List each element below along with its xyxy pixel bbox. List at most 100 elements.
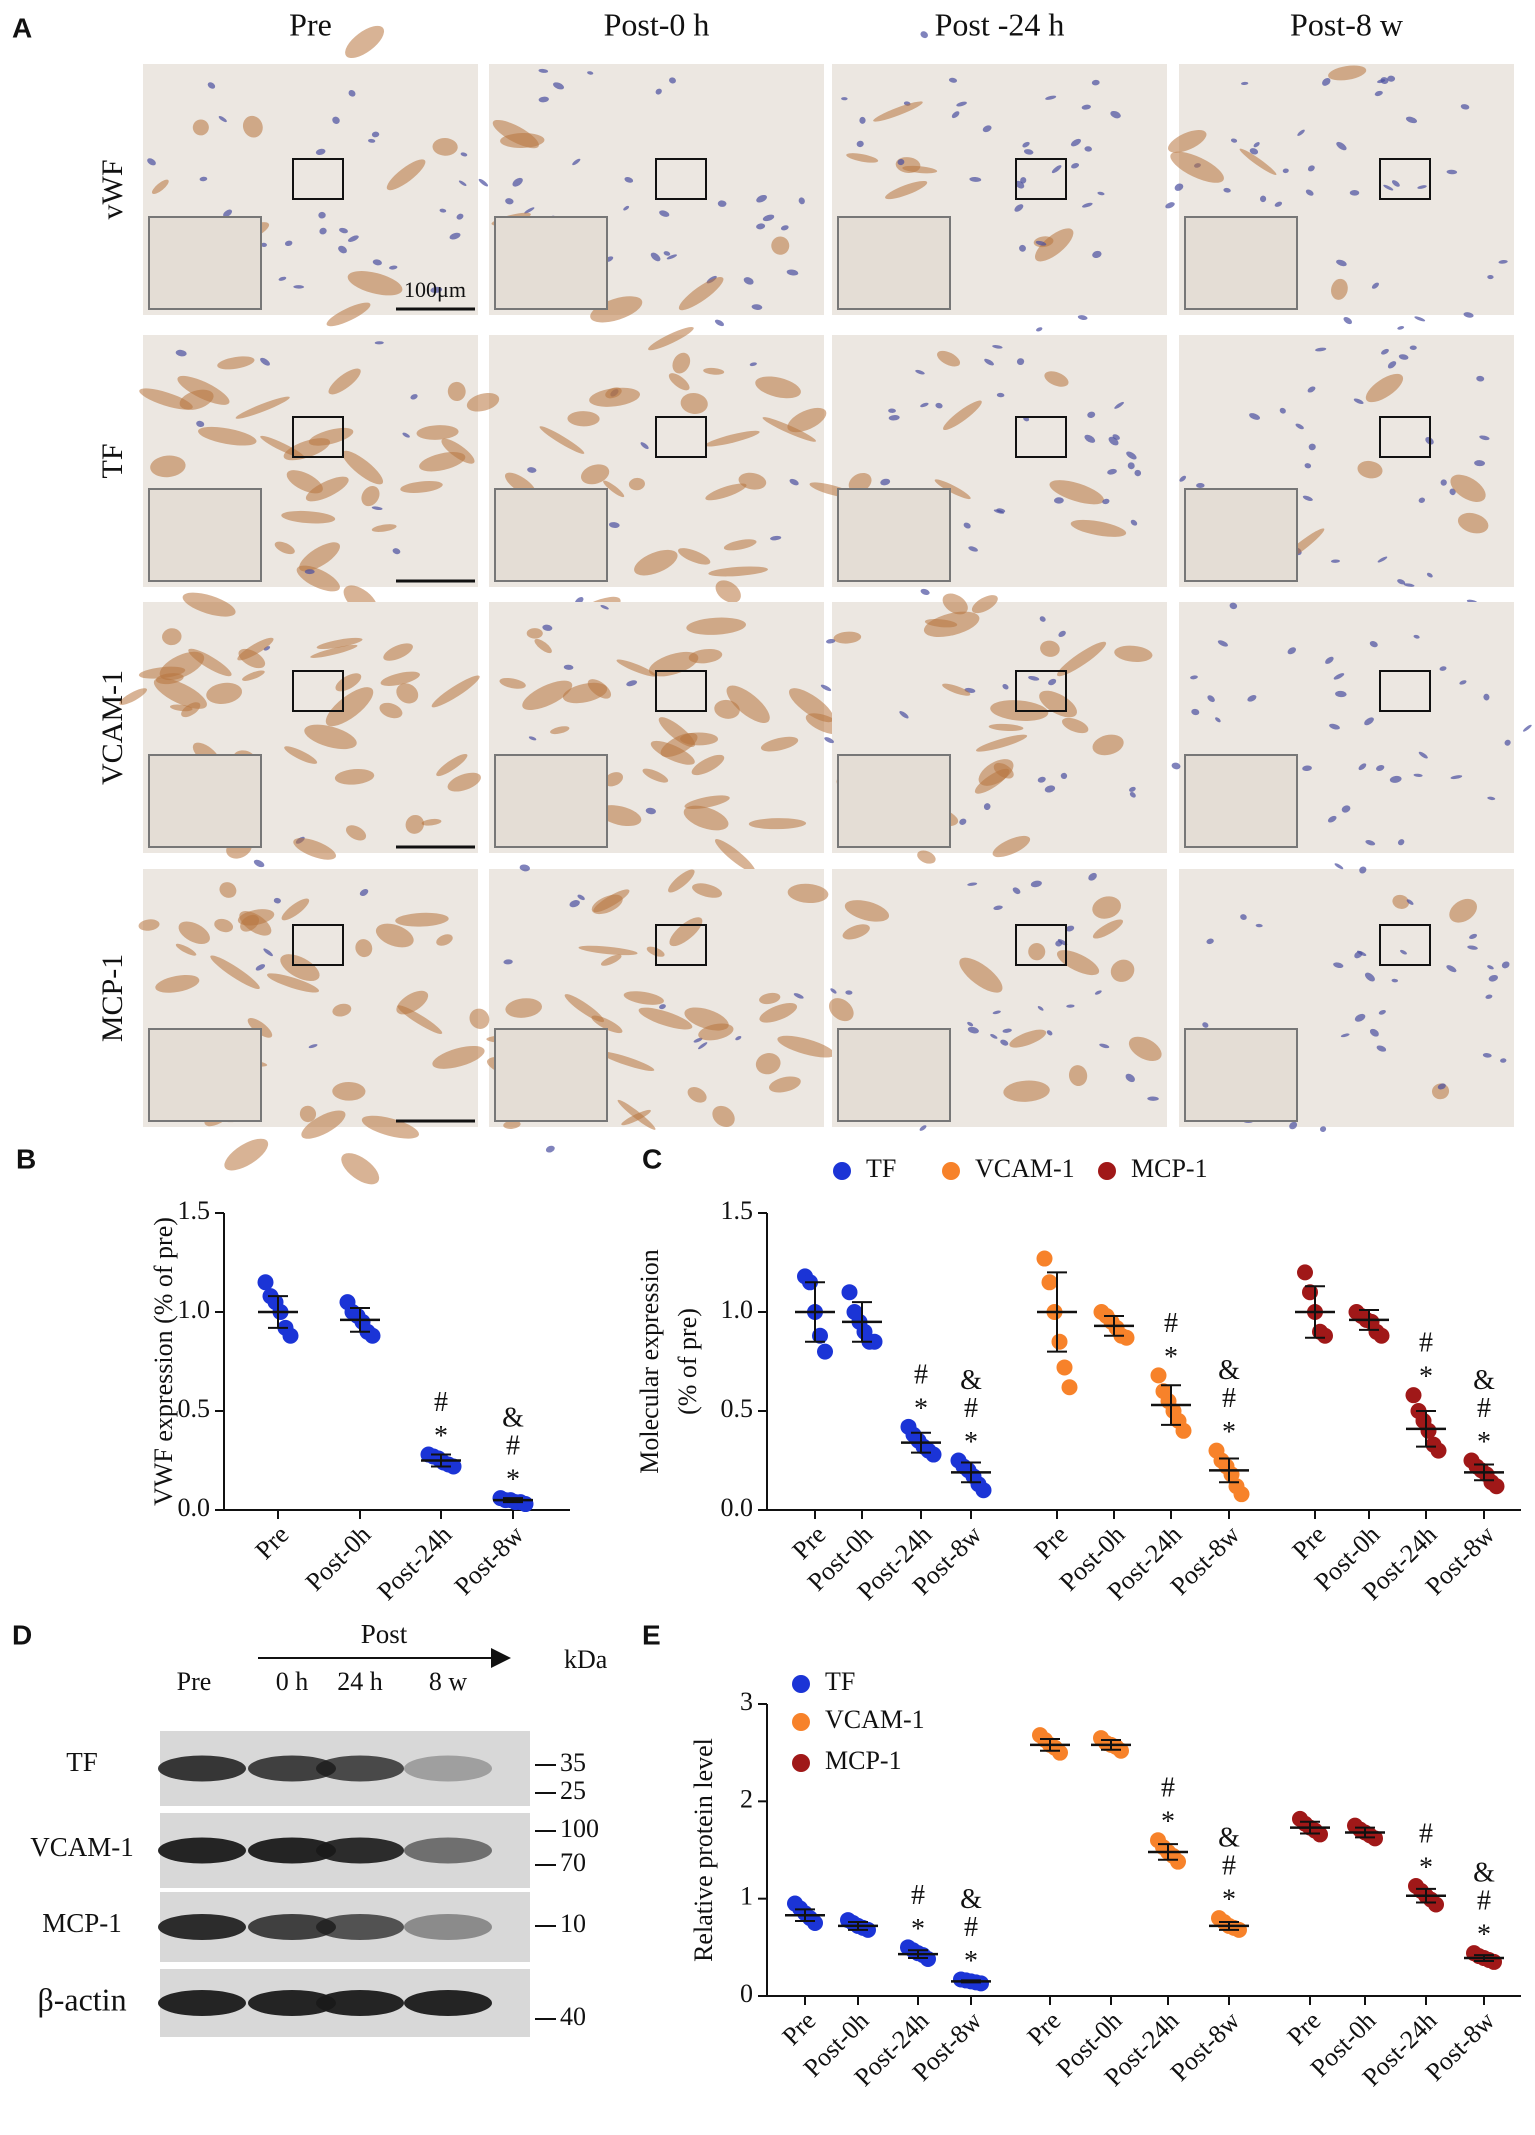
significance-mark: & <box>960 1365 982 1396</box>
blot-header: Post <box>361 1619 408 1649</box>
nucleus <box>505 198 514 205</box>
nucleus <box>147 158 156 166</box>
stain <box>466 392 500 412</box>
data-point <box>282 1327 299 1344</box>
blot-row-label: MCP-1 <box>42 1908 122 1938</box>
stain <box>683 805 729 831</box>
nucleus <box>1092 250 1102 259</box>
nucleus <box>1389 775 1402 783</box>
nucleus <box>1307 165 1315 172</box>
stain <box>771 236 790 255</box>
stain <box>436 753 468 777</box>
micrograph <box>143 25 489 315</box>
stain <box>375 923 414 948</box>
y-axis-label: Molecular expression <box>635 1249 664 1474</box>
nucleus <box>1488 974 1499 982</box>
nucleus <box>348 89 356 97</box>
roi-box <box>1015 158 1067 200</box>
significance-mark: # <box>1419 1328 1433 1359</box>
nucleus <box>859 116 866 124</box>
marker-label: 35 <box>560 1748 586 1777</box>
nucleus <box>1343 316 1353 325</box>
nucleus <box>538 96 549 103</box>
error-bar <box>1416 1887 1436 1904</box>
stain <box>380 671 420 686</box>
nucleus <box>1112 434 1120 440</box>
stain <box>386 159 426 191</box>
stain <box>684 795 730 809</box>
stain <box>1057 641 1107 677</box>
nucleus <box>1055 940 1063 947</box>
nucleus <box>1501 961 1510 969</box>
stain <box>301 1110 346 1139</box>
nucleus <box>786 269 799 276</box>
column-header: Post-0 h <box>604 6 710 42</box>
nucleus <box>1374 90 1383 97</box>
band <box>158 1837 246 1864</box>
data-point <box>1041 1274 1058 1291</box>
data-point <box>1373 1327 1390 1344</box>
stain <box>396 990 429 1015</box>
error-bar <box>1305 1285 1325 1339</box>
stain <box>942 683 971 696</box>
stain <box>714 839 756 873</box>
error-bar <box>1355 1826 1375 1839</box>
nucleus <box>1336 141 1347 151</box>
nucleus <box>770 535 782 541</box>
stain <box>505 998 542 1018</box>
nucleus <box>1088 872 1097 881</box>
micrograph <box>119 592 481 860</box>
error-bar <box>1219 1921 1239 1931</box>
stain <box>383 643 413 661</box>
stain <box>332 1003 352 1017</box>
nucleus <box>717 200 727 207</box>
nucleus <box>698 1042 708 1050</box>
stain <box>1331 278 1348 300</box>
nucleus <box>1282 168 1289 174</box>
nucleus <box>1287 647 1297 655</box>
stain <box>159 651 205 681</box>
marker-label: 100 <box>560 1814 599 1843</box>
data-point <box>817 1343 833 1360</box>
y-tick-label: 1.0 <box>721 1295 754 1324</box>
stain <box>748 818 807 830</box>
nucleus <box>1335 690 1347 698</box>
nucleus <box>1305 189 1314 196</box>
nucleus <box>666 254 677 260</box>
nucleus <box>1383 184 1394 191</box>
nucleus <box>1165 202 1175 209</box>
stain <box>789 688 834 723</box>
nucleus <box>1114 401 1124 409</box>
nucleus <box>1446 965 1457 973</box>
significance-mark: & <box>1218 1823 1240 1854</box>
stain <box>759 1003 798 1023</box>
stain <box>522 680 573 711</box>
nucleus <box>1019 244 1026 252</box>
row-label: MCP-1 <box>96 954 129 1042</box>
stain <box>499 677 526 689</box>
stain <box>617 1099 656 1130</box>
nucleus <box>1418 497 1426 503</box>
nucleus <box>1044 785 1056 793</box>
nucleus <box>374 341 384 345</box>
stain <box>715 580 741 603</box>
nucleus <box>1065 925 1075 932</box>
roi-box <box>1379 416 1431 458</box>
data-point <box>257 1274 274 1291</box>
nucleus <box>1247 695 1257 702</box>
stain <box>1450 474 1486 502</box>
nucleus <box>402 432 410 438</box>
stain <box>1070 519 1127 537</box>
nucleus <box>1016 358 1025 366</box>
x-tick-label: Post-8w <box>449 1520 530 1601</box>
stain <box>1170 151 1224 183</box>
nucleus <box>1295 423 1304 430</box>
nucleus <box>1302 495 1313 502</box>
inset <box>148 488 262 582</box>
stain <box>198 426 257 446</box>
stain <box>550 726 570 735</box>
nucleus <box>527 467 537 473</box>
nucleus <box>1474 460 1486 467</box>
nucleus <box>1087 411 1096 418</box>
